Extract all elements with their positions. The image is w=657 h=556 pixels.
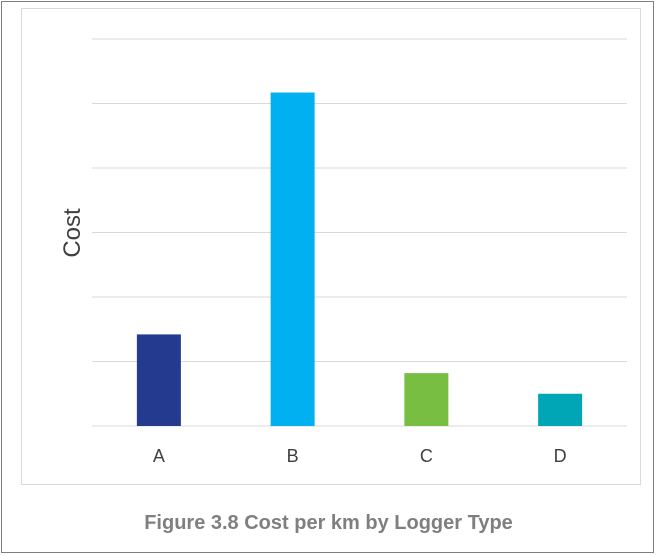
bar-b [270,92,315,426]
bar-c [404,373,449,426]
x-tick-label-d: D [554,446,567,466]
bar-d [538,393,583,426]
x-tick-label-a: A [153,446,165,466]
x-tick-label-c: C [420,446,433,466]
bar-a [136,334,181,426]
y-axis-label: Cost [59,208,86,258]
gridlines [92,38,627,427]
figure-caption: Figure 3.8 Cost per km by Logger Type [144,512,513,534]
bar-chart: A B C D Cost [59,38,627,466]
chart-area-border [21,8,641,485]
bars [136,92,583,426]
x-tick-label-b: B [287,446,299,466]
x-tick-labels: A B C D [153,446,567,466]
